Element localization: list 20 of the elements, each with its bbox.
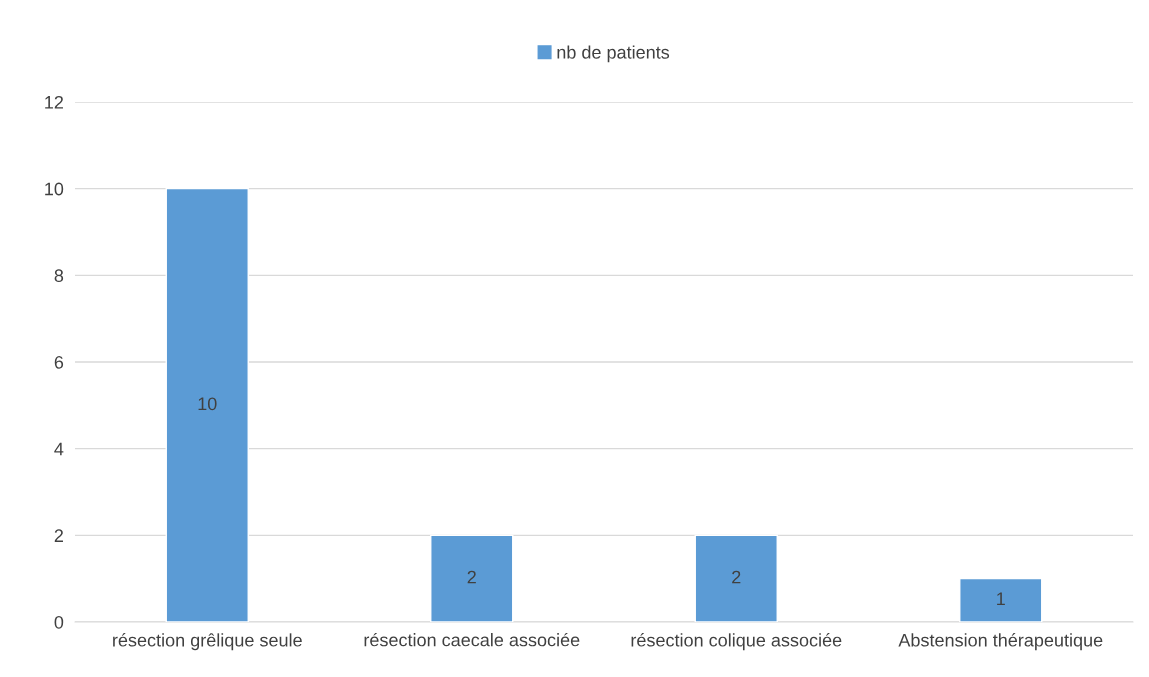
- y-tick-label: 6: [54, 355, 64, 369]
- y-tick-label: 10: [45, 182, 64, 196]
- x-tick-label: résection colique associée: [631, 633, 842, 651]
- data-label: 1: [997, 592, 1005, 605]
- bar: [165, 187, 249, 622]
- x-tick-label: résection caecale associée: [364, 632, 580, 647]
- x-tick-label: résection grêlique seule: [113, 633, 302, 651]
- y-tick-label: 0: [54, 615, 64, 629]
- data-label: 10: [198, 397, 217, 411]
- y-tick-label: 12: [45, 95, 63, 109]
- bar: [694, 534, 778, 622]
- bar: [430, 534, 514, 622]
- y-tick-label: 4: [54, 442, 64, 456]
- y-tick-label: 8: [54, 269, 64, 283]
- bar: [959, 577, 1043, 622]
- y-tick-label: 2: [54, 529, 63, 542]
- x-tick-label: Abstension thérapeutique: [898, 633, 1103, 651]
- data-label: 2: [732, 570, 741, 584]
- legend-label: nb de patients: [557, 45, 670, 63]
- data-label: 2: [467, 570, 476, 584]
